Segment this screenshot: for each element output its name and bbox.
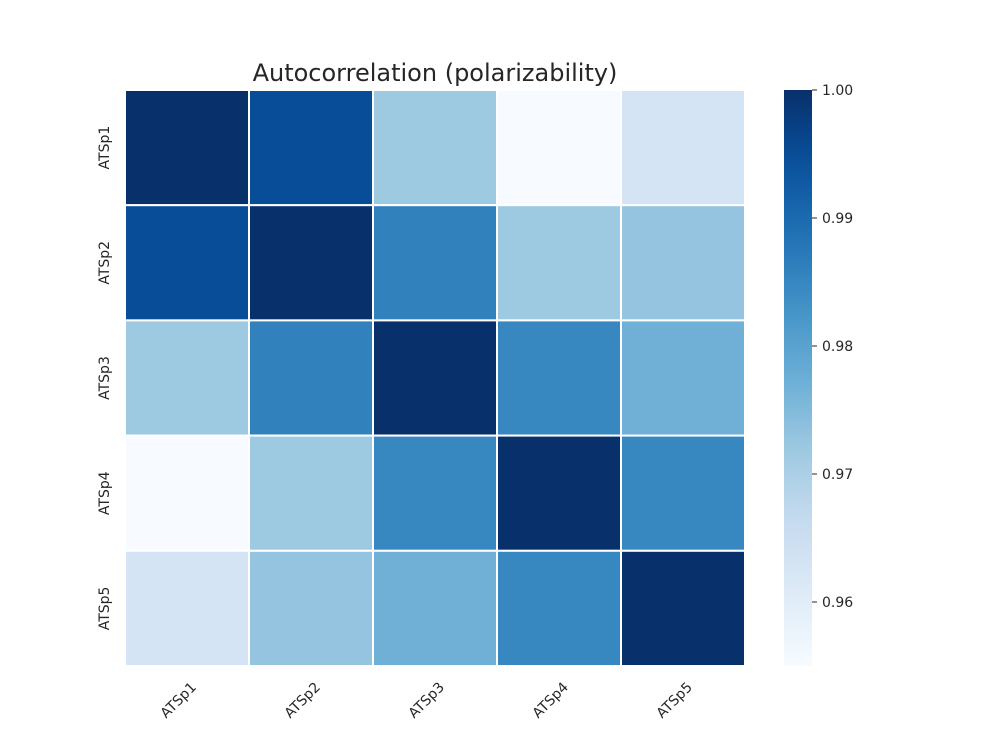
heatmap-cell-3-2 — [248, 319, 374, 437]
heatmap-cell-2-5 — [620, 204, 746, 322]
heatmap-cell-3-5 — [620, 319, 746, 437]
heatmap-cell-5-1 — [124, 549, 250, 667]
heatmap-cell-1-4 — [496, 89, 622, 207]
heatmap-cell-4-5 — [620, 434, 746, 552]
chart-title: Autocorrelation (polarizability) — [253, 59, 618, 87]
heatmap-cell-2-4 — [496, 204, 622, 322]
heatmap-cell-5-2 — [248, 549, 374, 667]
heatmap-cells — [124, 89, 746, 667]
x-axis-ticks: ATSp1 ATSp2 ATSp3 ATSp4 ATSp5 — [158, 679, 696, 721]
x-tick-label-1: ATSp1 — [158, 680, 200, 722]
colorbar-tick-label-5: 1.00 — [822, 83, 853, 99]
heatmap-cell-4-1 — [124, 434, 250, 552]
heatmap-cell-4-4 — [496, 434, 622, 552]
heatmap-cell-1-2 — [248, 89, 374, 207]
heatmap-cell-5-5 — [620, 549, 746, 667]
heatmap-cell-3-4 — [496, 319, 622, 437]
x-tick-label-5: ATSp5 — [654, 680, 696, 722]
y-tick-label-2: ATSp2 — [97, 241, 113, 285]
heatmap-cell-2-3 — [372, 204, 498, 322]
heatmap-cell-2-1 — [124, 204, 250, 322]
x-tick-label-4: ATSp4 — [530, 679, 572, 721]
colorbar: 0.96 0.97 0.98 0.99 1.00 — [784, 83, 853, 666]
heatmap-cell-4-2 — [248, 434, 374, 552]
y-tick-label-5: ATSp5 — [97, 587, 113, 631]
heatmap-cell-5-3 — [372, 549, 498, 667]
x-tick-label-2: ATSp2 — [282, 680, 324, 722]
colorbar-tick-label-4: 0.99 — [822, 211, 853, 227]
heatmap-cell-5-4 — [496, 549, 622, 667]
y-axis-ticks: ATSp1 ATSp2 ATSp3 ATSp4 ATSp5 — [97, 126, 113, 631]
heatmap-cell-4-3 — [372, 434, 498, 552]
heatmap-cell-3-3 — [372, 319, 498, 437]
heatmap-cell-3-1 — [124, 319, 250, 437]
colorbar-tick-label-1: 0.96 — [822, 595, 853, 611]
heatmap-cell-1-1 — [124, 89, 250, 207]
heatmap-cell-1-5 — [620, 89, 746, 207]
heatmap-cell-1-3 — [372, 89, 498, 207]
colorbar-gradient — [784, 90, 812, 666]
y-tick-label-3: ATSp3 — [97, 356, 113, 400]
heatmap-cell-2-2 — [248, 204, 374, 322]
y-tick-label-1: ATSp1 — [97, 126, 113, 170]
x-tick-label-3: ATSp3 — [406, 680, 448, 722]
colorbar-tick-label-2: 0.97 — [822, 467, 853, 483]
colorbar-tick-label-3: 0.98 — [822, 339, 853, 355]
y-tick-label-4: ATSp4 — [97, 471, 113, 515]
